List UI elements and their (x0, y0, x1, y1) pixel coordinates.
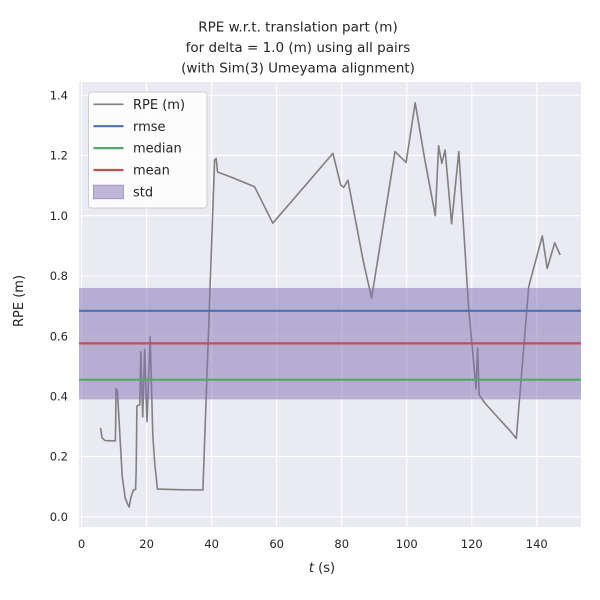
chart-title-line-2: for delta = 1.0 (m) using all pairs (186, 40, 411, 56)
legend-label-rmse: rmse (133, 120, 166, 135)
x-tick-label-0: 0 (78, 537, 85, 551)
legend-label-mean: mean (133, 164, 170, 179)
y-axis-label: RPE (m) (12, 275, 27, 327)
x-tick-label-20: 20 (139, 537, 154, 551)
x-axis-label-var: t (309, 561, 315, 576)
legend-box (88, 91, 208, 209)
x-tick-label-80: 80 (334, 537, 349, 551)
legend-label-median: median (133, 142, 182, 157)
x-tick-label-60: 60 (269, 537, 284, 551)
y-tick-labels: 0.0 0.2 0.4 0.6 0.8 1.0 1.2 1.4 (50, 88, 68, 524)
x-tick-label-140: 140 (526, 537, 548, 551)
y-tick-label-0.2: 0.2 (50, 450, 68, 464)
y-tick-label-0.8: 0.8 (50, 269, 68, 283)
y-tick-label-0.6: 0.6 (50, 329, 68, 343)
legend-label-RPE (m): RPE (m) (133, 98, 185, 113)
x-axis-label-unit: (s) (314, 561, 335, 576)
x-tick-label-120: 120 (461, 537, 483, 551)
y-tick-label-1.0: 1.0 (50, 209, 68, 223)
chart-title-line-3: (with Sim(3) Umeyama alignment) (181, 61, 415, 77)
chart-title-line-1: RPE w.r.t. translation part (m) (198, 20, 397, 36)
x-tick-label-40: 40 (204, 537, 219, 551)
y-tick-label-1.2: 1.2 (50, 149, 68, 163)
y-tick-label-0.0: 0.0 (50, 510, 68, 524)
legend: RPE (m) rmse median mean std (88, 91, 208, 209)
legend-swatch-std (93, 184, 124, 200)
stat-lines-group (79, 309, 581, 381)
x-axis-label: t (s) (309, 561, 335, 576)
x-tick-label-100: 100 (396, 537, 418, 551)
y-tick-label-1.4: 1.4 (50, 88, 68, 102)
y-tick-label-0.4: 0.4 (50, 390, 68, 404)
x-tick-labels: 0 20 40 60 80 100 120 140 (78, 537, 548, 551)
legend-label-std: std (133, 186, 153, 201)
